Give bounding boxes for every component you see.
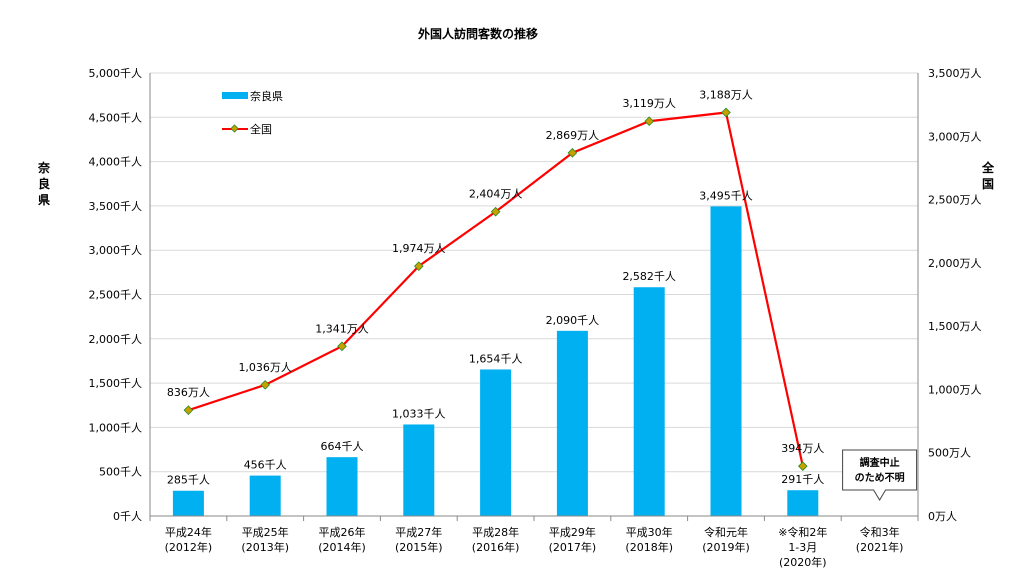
- axes: 0千人 500千人 1,000千人 1,500千人 2,000千人 2,500千人 3,00…: [89, 67, 982, 569]
- x-tick-label: (2012年): [165, 540, 213, 554]
- x-tick-label: 1-3月: [788, 541, 817, 554]
- line-point: [644, 116, 655, 127]
- left-axis-title-char: 県: [38, 193, 50, 207]
- line-point: [413, 261, 424, 271]
- left-tick-label: 0千人: [113, 510, 142, 523]
- bar: [403, 424, 435, 516]
- bar-label: 3,495千人: [699, 189, 753, 202]
- x-tick-label: 平成24年: [165, 525, 212, 539]
- right-axis-title: 全国: [981, 160, 995, 191]
- data-labels: 285千人 456千人 664千人 1,033千人 1,654千人 2,090千人 2,58…: [167, 88, 824, 486]
- x-tick-label: ※令和2年: [778, 525, 827, 539]
- right-tick-label: 500万人: [928, 447, 971, 460]
- left-tick-label: 500千人: [99, 466, 142, 479]
- line-label: 394万人: [781, 442, 824, 455]
- x-tick-label: (2015年): [395, 540, 443, 554]
- x-tick-label: (2021年): [856, 540, 904, 554]
- line-point: [183, 405, 194, 415]
- left-axis-title: 奈良県: [37, 160, 51, 207]
- bar: [480, 369, 512, 516]
- bar: [556, 330, 588, 516]
- right-tick-label: 1,000万人: [928, 383, 982, 396]
- left-tick-label: 1,500千人: [89, 377, 143, 390]
- right-tick-label: 2,000万人: [928, 257, 982, 270]
- right-axis-title-char: 全: [981, 160, 995, 175]
- x-tick-label: 平成27年: [395, 525, 442, 539]
- x-tick-label: (2020年): [779, 555, 827, 569]
- x-tick-label: 平成29年: [549, 525, 596, 539]
- bar: [172, 490, 204, 516]
- x-tick-label: 平成26年: [319, 525, 366, 539]
- bar-label: 1,033千人: [392, 407, 446, 420]
- bar: [633, 287, 665, 516]
- legend-line-label: 全国: [250, 122, 272, 136]
- line-label: 2,869万人: [546, 129, 600, 142]
- callout-text: 調査中止: [860, 456, 900, 469]
- right-axis-title-char: 国: [982, 177, 994, 191]
- bar-label: 456千人: [244, 459, 287, 472]
- left-tick-label: 2,000千人: [89, 333, 143, 346]
- x-tick-label: (2017年): [549, 540, 597, 554]
- line-label: 1,036万人: [238, 361, 292, 374]
- line-point: [337, 341, 347, 352]
- left-tick-label: 3,500千人: [89, 200, 143, 213]
- line-point: [567, 148, 578, 158]
- x-tick-label: 令和3年: [860, 525, 900, 539]
- x-tick-label: (2019年): [702, 540, 750, 554]
- bar: [787, 490, 819, 516]
- bar-label: 291千人: [781, 473, 824, 486]
- line-point: [797, 461, 808, 471]
- legend: 奈良県 全国: [222, 89, 283, 136]
- right-tick-label: 0万人: [928, 510, 957, 523]
- chart-title: 外国人訪問客数の推移: [418, 26, 538, 41]
- left-tick-label: 1,000千人: [89, 421, 143, 434]
- line-point: [260, 380, 271, 390]
- line-point: [490, 206, 501, 217]
- left-tick-label: 3,000千人: [89, 244, 143, 257]
- line-label: 1,974万人: [392, 242, 446, 255]
- right-tick-label: 3,000万人: [928, 130, 982, 143]
- x-tick-label: 平成28年: [472, 525, 519, 539]
- line-label: 3,188万人: [699, 88, 753, 101]
- line-series: [183, 107, 808, 471]
- right-tick-label: 1,500万人: [928, 320, 982, 333]
- x-tick-label: (2014年): [318, 540, 366, 554]
- left-tick-label: 4,500千人: [89, 111, 143, 124]
- right-tick-label: 2,500万人: [928, 194, 982, 207]
- x-tick-label: 平成25年: [242, 525, 289, 539]
- bar-label: 2,090千人: [546, 314, 600, 327]
- line-point: [721, 107, 731, 118]
- left-tick-label: 2,500千人: [89, 289, 143, 302]
- bar-label: 2,582千人: [622, 270, 676, 283]
- callout-text: のため不明: [855, 472, 905, 484]
- bar: [249, 475, 281, 516]
- right-tick-label: 3,500万人: [928, 67, 982, 80]
- left-tick-label: 4,000千人: [89, 156, 143, 169]
- line-label: 836万人: [167, 386, 210, 399]
- line-label: 2,404万人: [469, 188, 523, 201]
- legend-bar-swatch: [222, 92, 248, 99]
- bar-series: [172, 206, 819, 516]
- callout-shape: [842, 449, 918, 501]
- left-tick-label: 5,000千人: [89, 67, 143, 80]
- x-tick-label: 令和元年: [704, 525, 748, 539]
- left-axis-title-char: 良: [38, 176, 50, 191]
- gridlines: [150, 72, 918, 473]
- left-axis-title-char: 奈: [37, 160, 51, 175]
- x-tick-label: (2013年): [241, 540, 289, 554]
- x-tick-label: (2018年): [625, 540, 673, 554]
- bar: [710, 206, 742, 516]
- line-label: 3,119万人: [622, 97, 676, 110]
- bar: [326, 457, 358, 516]
- bar-label: 285千人: [167, 474, 210, 487]
- x-tick-label: (2016年): [472, 540, 520, 554]
- legend-line-marker: [230, 124, 239, 133]
- x-tick-label: 平成30年: [626, 525, 673, 539]
- bar-label: 1,654千人: [469, 352, 523, 365]
- line-label: 1,341万人: [315, 322, 369, 335]
- bar-label: 664千人: [321, 440, 364, 453]
- legend-bar-label: 奈良県: [250, 89, 283, 103]
